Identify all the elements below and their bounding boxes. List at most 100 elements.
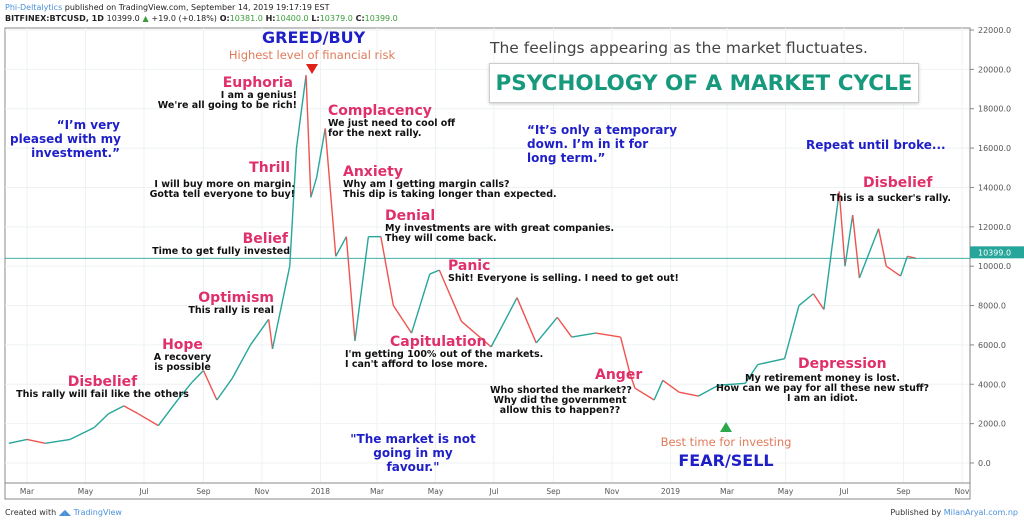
y-tick-label: 16000.0 — [978, 144, 1011, 153]
phase-capitulation: Capitulation I'm getting 100% out of the … — [345, 334, 544, 370]
chart-title: PSYCHOLOGY OF A MARKET CYCLE — [489, 63, 919, 103]
subtitle: The feelings appearing as the market flu… — [490, 39, 868, 57]
price-segment — [516, 297, 537, 344]
greed-label: GREED/BUY — [262, 28, 366, 47]
price-segment — [310, 177, 318, 198]
x-tick-label: 2019 — [661, 487, 680, 496]
price-segment — [177, 381, 193, 401]
price-segment — [289, 148, 298, 267]
x-tick-label: Sep — [896, 487, 910, 496]
greed-note: Highest level of financial risk — [228, 48, 396, 62]
plot-area — [4, 27, 971, 484]
buy-triangle-icon — [720, 422, 732, 432]
published-text: published on TradingView.com, September … — [64, 3, 330, 12]
phase-thrill: Thrill I will buy more on margin. Gotta te… — [149, 160, 295, 200]
y-tick-label: 22000.0 — [978, 26, 1011, 35]
price-segment — [460, 320, 492, 348]
price-segment — [93, 413, 109, 429]
price-segment — [315, 128, 326, 178]
open-value: 10381.0 — [229, 14, 263, 23]
quote-temporary: “It’s only a temporary down. I’m in it fo… — [527, 123, 678, 165]
y-tick-label: 14000.0 — [978, 183, 1011, 192]
quote-not-favour: "The market is not going in my favour." — [350, 432, 476, 474]
x-tick-label: Sep — [546, 487, 560, 496]
publisher-link[interactable]: Phi-Deltalytics — [5, 3, 63, 12]
price-segment — [571, 332, 596, 338]
y-tick-label: 10000.0 — [978, 262, 1011, 271]
last-price-tag — [970, 246, 1024, 259]
price-segment — [812, 293, 825, 310]
price-segment — [202, 370, 218, 401]
publish-info: Phi-Deltalytics published on TradingView… — [5, 3, 329, 12]
price-segment — [305, 75, 312, 198]
high-value: 10400.0 — [275, 14, 309, 23]
price-segment — [885, 265, 902, 277]
price-segment — [324, 128, 337, 257]
price-segment — [844, 214, 854, 267]
price-segment — [653, 380, 664, 401]
price-segment — [744, 364, 759, 384]
price-segment — [108, 405, 125, 415]
last-price: 10399.0 — [106, 14, 140, 23]
price-segment — [137, 413, 159, 427]
price-segment — [851, 214, 861, 279]
phase-depression: Depression My retirement money is lost. Ho… — [715, 356, 930, 404]
quote-pleased: “I’m very pleased with my investment.” — [10, 118, 121, 160]
price-chart[interactable]: 22000.0 20000.0 18000.0 16000.0 14000.0 12000… — [0, 0, 1024, 505]
sell-triangle-icon — [306, 64, 318, 74]
x-axis — [4, 482, 971, 500]
price-segment — [249, 318, 270, 346]
price-segment — [191, 370, 204, 383]
price-segment — [69, 426, 95, 441]
y-tick-label: 2000.0 — [978, 420, 1006, 429]
x-tick-label: May — [428, 487, 444, 496]
tradingview-logo[interactable]: ◢◣ TradingView — [58, 508, 122, 517]
phase-anxiety: Anxiety Why am I getting margin calls? Thi… — [343, 164, 557, 200]
footer-created: Created with ◢◣ TradingView — [5, 508, 122, 517]
price-segment — [231, 344, 252, 379]
price-segment — [392, 305, 413, 334]
price-segment — [354, 236, 370, 342]
phase-disbelief: Disbelief This rally will fail like the o… — [16, 374, 189, 400]
site-link[interactable]: MilanAryal.com.np — [943, 508, 1018, 517]
footer-published: Published by MilanAryal.com.np — [890, 508, 1018, 517]
price-segment — [634, 387, 655, 401]
price-segment — [595, 332, 621, 338]
phase-euphoria: Euphoria I am a genius! We're all going to… — [157, 75, 297, 111]
fear-note: Best time for investing — [660, 435, 792, 449]
fear-label: FEAR/SELL — [678, 451, 774, 470]
price-segment — [271, 266, 291, 349]
x-tick-label: Mar — [370, 487, 385, 496]
x-tick-label: Mar — [720, 487, 735, 496]
price-segment — [858, 228, 880, 279]
repeat-note: Repeat until broke... — [806, 138, 946, 152]
price-segment — [438, 269, 463, 322]
price-segment — [783, 305, 800, 359]
y-tick-label: 12000.0 — [978, 223, 1011, 232]
x-tick-label: Jul — [138, 487, 148, 496]
price-segment — [718, 382, 746, 386]
price-segment — [157, 399, 179, 427]
price-segment — [216, 377, 233, 401]
y-tick-label: 20000.0 — [978, 65, 1011, 74]
x-tick-label: 2018 — [311, 487, 330, 496]
x-tick-label: May — [78, 487, 94, 496]
last-price-label: 10399.0 — [978, 248, 1011, 257]
price-segment — [123, 405, 139, 415]
price-segment — [26, 438, 46, 445]
price-segment — [556, 316, 573, 338]
x-tick-label: Nov — [605, 487, 620, 496]
phase-disbelief-2: Disbelief This is a sucker's rally. — [830, 175, 952, 204]
price-segment — [619, 336, 631, 375]
phase-optimism: Optimism This rally is real — [188, 290, 274, 316]
price-segment — [335, 236, 347, 257]
c-label: C: — [355, 14, 365, 23]
y-tick-label: 0.0 — [978, 459, 991, 468]
y-tick-label: 8000.0 — [978, 302, 1006, 311]
price-segment — [429, 269, 440, 275]
x-tick-label: Jul — [839, 487, 849, 496]
x-tick-label: Sep — [196, 487, 210, 496]
x-tick-label: Mar — [20, 487, 35, 496]
symbol[interactable]: BITFINEX:BTCUSD, 1D — [5, 14, 104, 23]
y-tick-label: 6000.0 — [978, 341, 1006, 350]
